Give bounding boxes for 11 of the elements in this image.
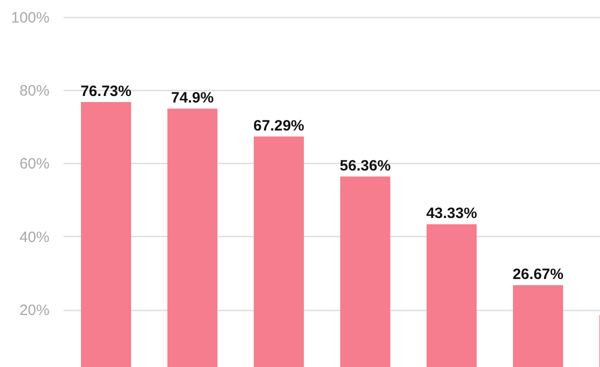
y-tick-label: 80%	[19, 82, 50, 100]
data-label: 56.36%	[340, 158, 391, 175]
data-label: 26.67%	[512, 266, 564, 284]
data-label: 67.29%	[253, 118, 304, 135]
data-label: 76.73%	[80, 82, 132, 100]
y-tick-label: 60%	[19, 156, 50, 173]
y-tick-label: 100%	[11, 9, 50, 26]
y-tick-label: 20%	[19, 302, 50, 320]
data-label: 43.33%	[426, 205, 478, 222]
y-tick-label: 40%	[19, 228, 50, 246]
data-label: 74.9%	[171, 90, 214, 107]
